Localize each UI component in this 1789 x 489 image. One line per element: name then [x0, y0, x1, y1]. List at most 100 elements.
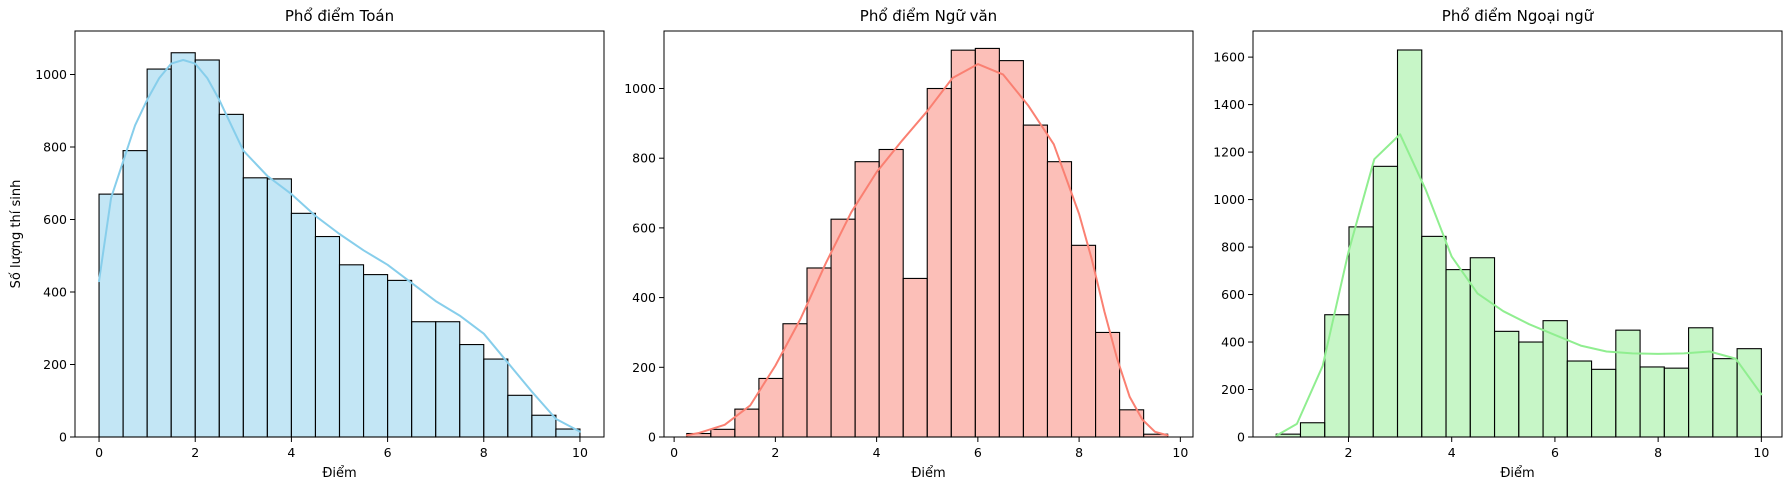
histogram-bar — [878, 148, 904, 438]
histogram-bar — [854, 161, 880, 438]
y-tick-label: 200 — [1221, 382, 1245, 397]
y-tick-label: 400 — [632, 290, 656, 305]
x-tick-label: 6 — [974, 445, 982, 460]
histogram-bar — [290, 212, 317, 438]
histogram-bar — [1095, 331, 1121, 438]
histogram-bar — [1518, 341, 1544, 438]
y-tick-label: 600 — [1221, 287, 1245, 302]
histogram-bar — [459, 344, 485, 438]
chart-panel-ngoai-ngu: 2 4 6 8 10 0 200 400 600 800 1000 1200 1400 1600 Phổ đ… — [1213, 7, 1783, 481]
histogram-bar — [1445, 269, 1471, 438]
histogram-bar — [1046, 161, 1073, 438]
y-tick-label: 0 — [1237, 430, 1245, 445]
histogram-bar — [710, 428, 736, 438]
y-tick-label: 400 — [1221, 335, 1245, 350]
x-tick-label: 10 — [1172, 445, 1188, 460]
x-tick-label: 8 — [480, 445, 488, 460]
histogram-bar — [998, 60, 1024, 438]
x-tick-label: 4 — [287, 445, 295, 460]
x-tick-label: 0 — [670, 445, 678, 460]
histogram-bar — [974, 47, 1000, 438]
histogram-bar — [362, 274, 389, 438]
x-tick-label: 10 — [572, 445, 588, 460]
histogram-bar — [830, 218, 856, 438]
histogram-bar — [782, 323, 808, 438]
x-axis-label: Điểm — [322, 466, 356, 481]
histogram-bar — [1688, 327, 1714, 438]
y-tick-label: 1000 — [35, 67, 67, 82]
histogram-bar — [242, 177, 268, 438]
histogram-bar — [338, 264, 365, 438]
histogram-bar — [1542, 320, 1568, 438]
histogram-bar — [1736, 348, 1762, 438]
histogram-bar — [1299, 422, 1326, 438]
y-tick-label: 400 — [43, 285, 67, 300]
y-tick-label: 1000 — [1213, 192, 1245, 207]
histogram-bar — [1421, 235, 1447, 438]
y-tick-label: 0 — [648, 430, 656, 445]
histogram-bar — [314, 235, 341, 438]
x-tick-label: 2 — [1345, 445, 1353, 460]
histogram-bar — [1396, 49, 1423, 438]
histogram-bar — [1566, 360, 1593, 438]
histogram-bar — [1639, 366, 1665, 438]
y-axis-label: Số lượng thí sinh — [9, 180, 24, 289]
x-tick-label: 4 — [1448, 445, 1456, 460]
histogram-bar — [387, 279, 413, 438]
x-tick-label: 8 — [1075, 445, 1083, 460]
histogram-bar — [1469, 257, 1496, 438]
histogram-bar — [902, 277, 928, 438]
histogram-bar — [1022, 124, 1049, 438]
x-tick-label: 8 — [1654, 445, 1662, 460]
kde-curve — [1275, 133, 1763, 437]
x-tick-label: 2 — [191, 445, 199, 460]
histogram-bar — [950, 49, 976, 438]
histogram-bar — [806, 267, 832, 438]
histogram-bar — [1372, 165, 1399, 438]
y-tick-label: 800 — [43, 140, 67, 155]
histogram-bar — [1070, 244, 1097, 438]
histogram-bar — [435, 321, 461, 438]
axes-frame — [1252, 30, 1783, 438]
histogram-bar — [98, 193, 124, 438]
x-axis-label: Điểm — [911, 466, 945, 481]
y-tick-label: 200 — [43, 357, 67, 372]
histogram-bar — [411, 321, 437, 438]
x-tick-label: 4 — [873, 445, 881, 460]
x-tick-label: 10 — [1753, 445, 1769, 460]
histogram-bar — [1712, 358, 1738, 438]
chart-panel-toan: 0 2 4 6 8 10 0 200 400 600 800 1000 Phổ điểm Toán Điể… — [9, 7, 605, 481]
y-tick-label: 800 — [632, 151, 656, 166]
histogram-bar — [1324, 314, 1350, 438]
histogram-bar — [266, 178, 292, 438]
chart-title: Phổ điểm Ngoại ngữ — [1442, 7, 1595, 25]
chart-panel-ngu-van: 0 2 4 6 8 10 0 200 400 600 800 1000 Phổ điểm Ngữ văn… — [624, 7, 1194, 481]
histogram-bar — [507, 394, 533, 438]
axes-frame — [74, 30, 605, 438]
kde-curve — [685, 63, 1169, 437]
histogram-bar — [926, 87, 952, 438]
histogram-bar — [170, 52, 196, 438]
histogram-bar — [1591, 368, 1617, 438]
histogram-bar — [122, 150, 148, 438]
histogram-bar — [194, 59, 220, 438]
histogram-bar — [1348, 226, 1374, 438]
histogram-bar — [483, 358, 509, 438]
y-tick-label: 1400 — [1213, 97, 1245, 112]
axes-frame — [663, 30, 1194, 438]
y-tick-label: 200 — [632, 360, 656, 375]
histogram-bar — [1615, 329, 1641, 438]
x-axis-label: Điểm — [1500, 466, 1534, 481]
y-tick-label: 1000 — [624, 81, 656, 96]
histogram-bar — [218, 113, 244, 438]
histogram-bar — [1493, 330, 1520, 438]
y-tick-label: 600 — [632, 220, 656, 235]
histogram-bar — [531, 414, 557, 438]
histogram-bar — [1663, 367, 1690, 438]
x-tick-label: 0 — [95, 445, 103, 460]
chart-title: Phổ điểm Toán — [285, 7, 394, 25]
histogram-bar — [146, 68, 172, 438]
x-tick-label: 6 — [1551, 445, 1559, 460]
y-tick-label: 1600 — [1213, 50, 1245, 65]
